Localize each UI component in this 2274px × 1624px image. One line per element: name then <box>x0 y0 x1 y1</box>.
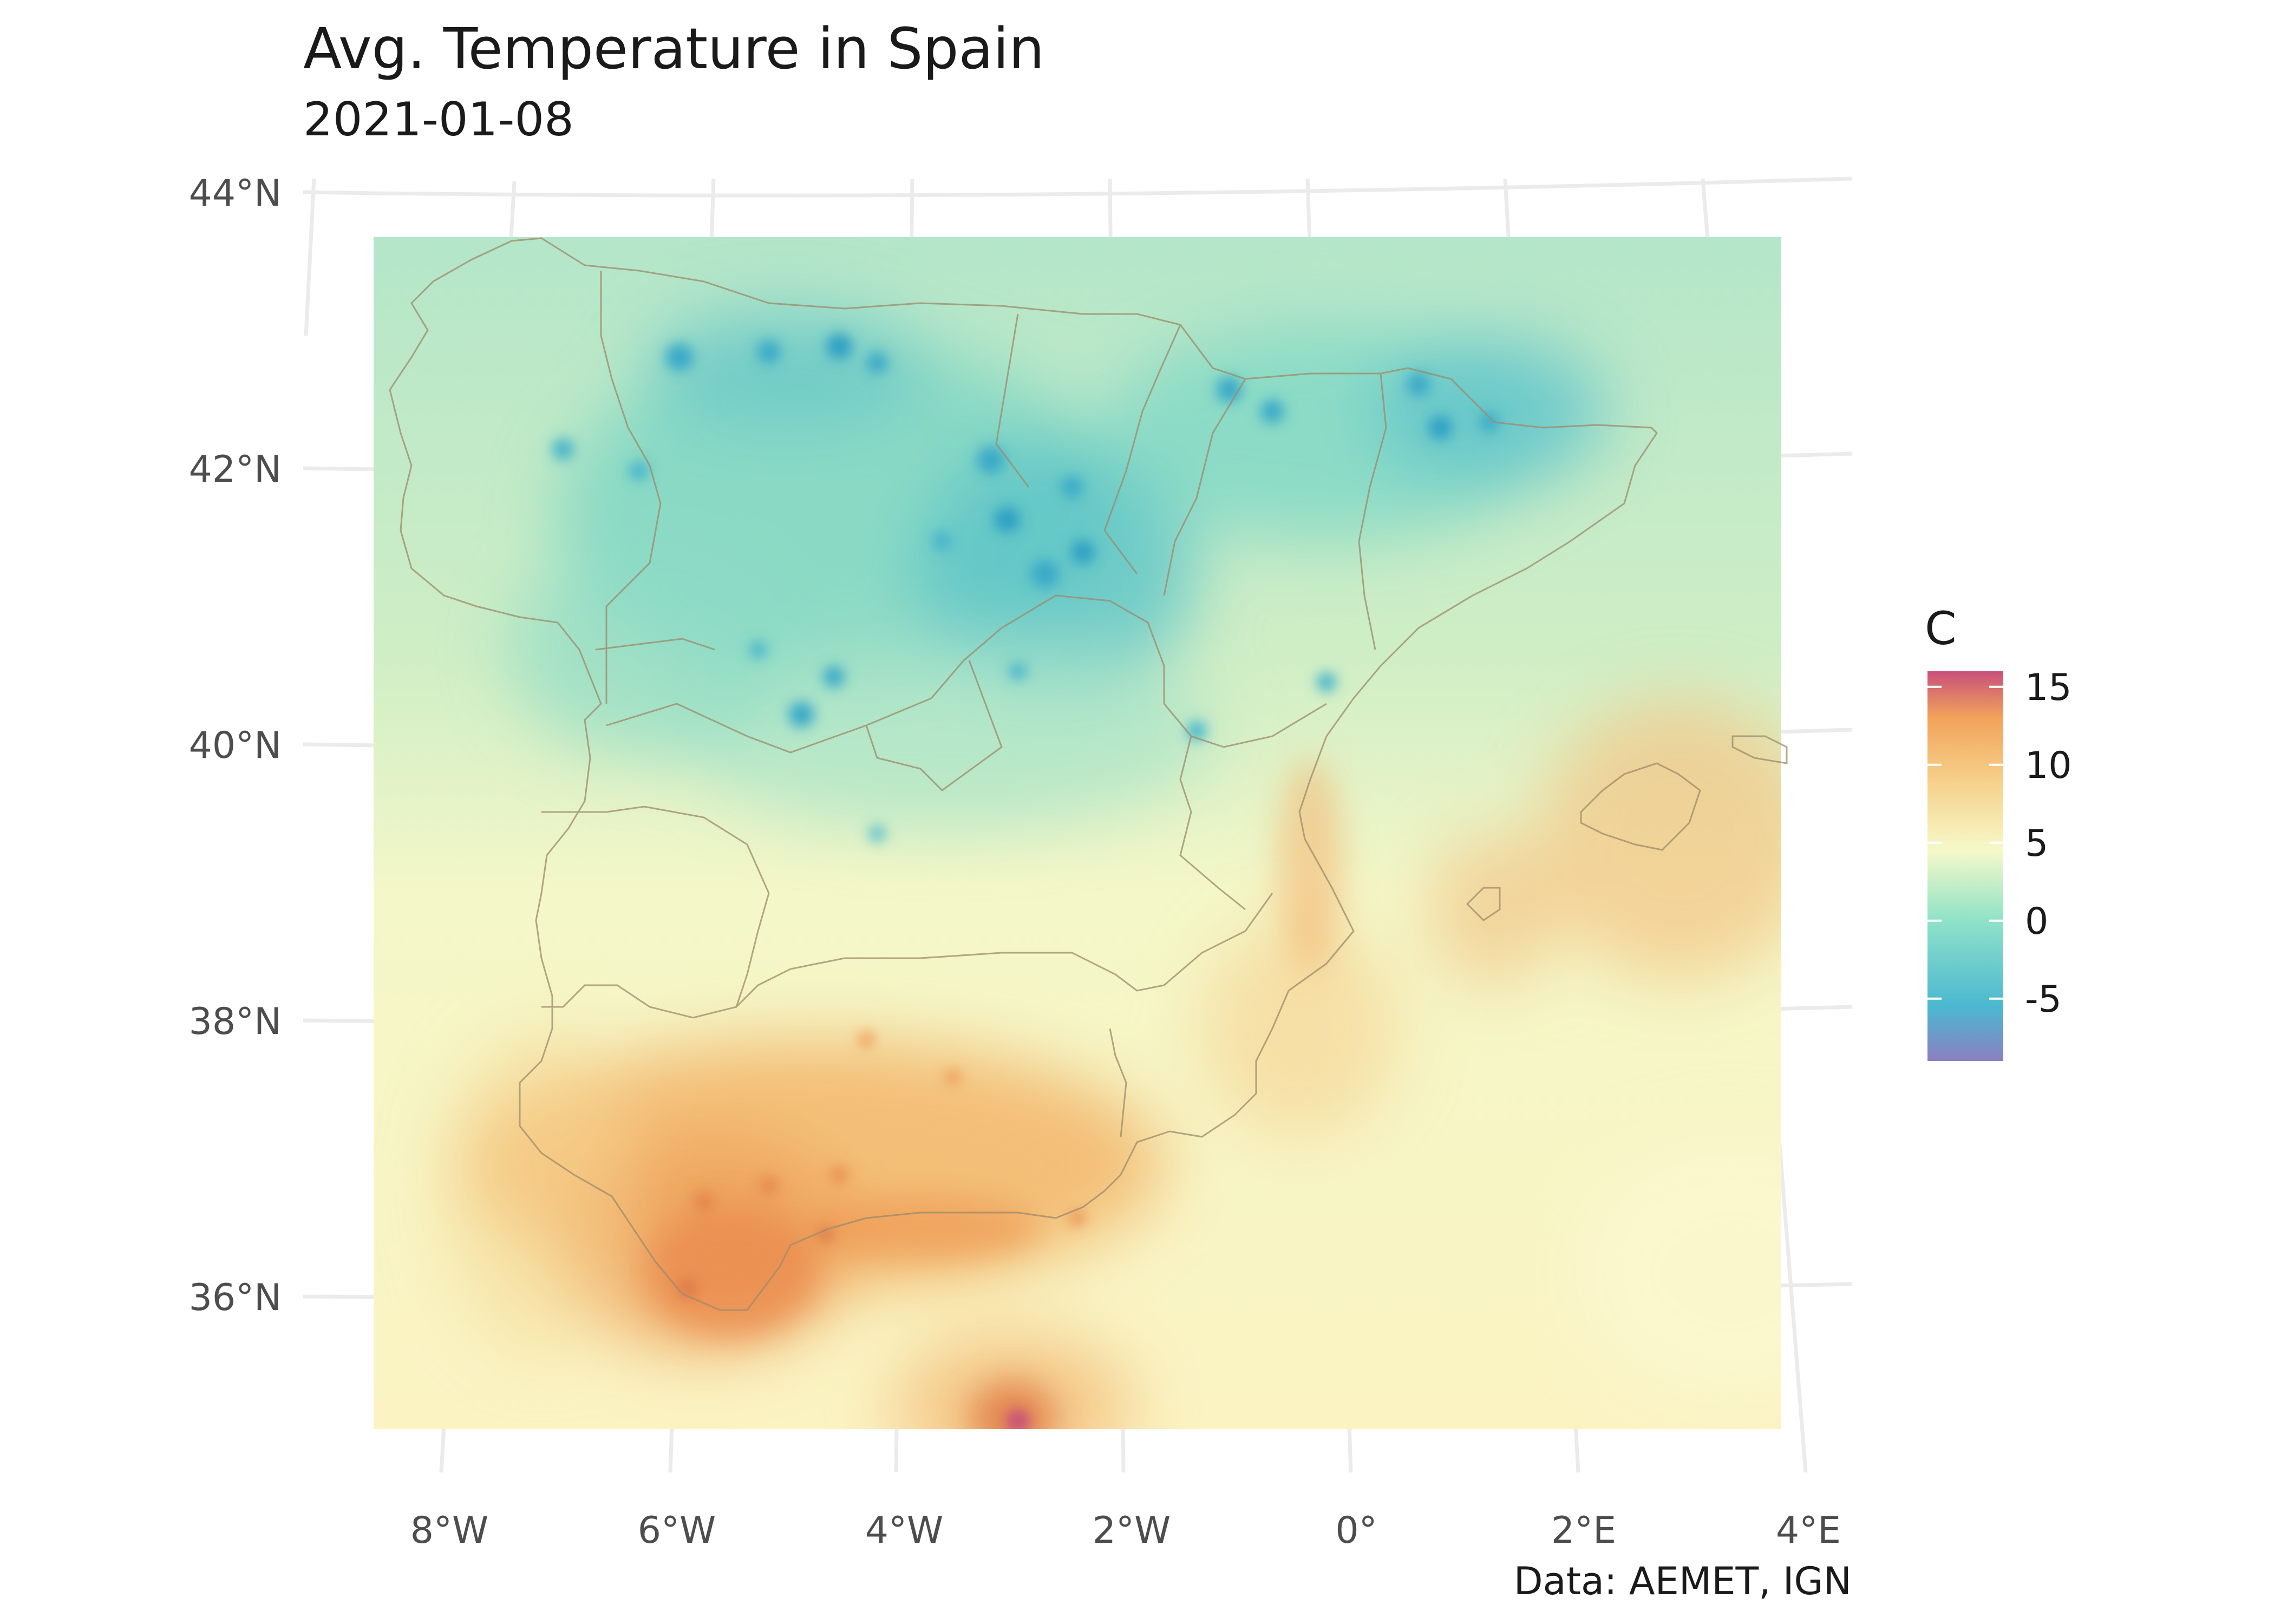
lon-label-2e: 2°E <box>1551 1509 1616 1552</box>
balearic-islands <box>1466 735 1788 921</box>
legend-title: C <box>1925 602 1957 655</box>
legend-tick-label: 5 <box>2025 822 2048 865</box>
temperature-raster <box>374 237 1781 1429</box>
longitude-axis: 8°W 6°W 4°W 2°W 0° 2°E 4°E <box>410 1509 1841 1552</box>
latitude-axis: 44°N 42°N 40°N 38°N 36°N <box>189 172 282 1319</box>
legend-tick-label: 0 <box>2025 900 2048 943</box>
legend-tick-label: 15 <box>2025 666 2072 709</box>
mallorca <box>1580 762 1701 851</box>
lat-label-36: 36°N <box>189 1276 282 1319</box>
lon-label-4w: 4°W <box>865 1509 944 1552</box>
lon-label-4e: 4°E <box>1776 1509 1841 1552</box>
ibiza <box>1466 887 1501 921</box>
lat-label-40: 40°N <box>189 724 282 767</box>
chart-title: Avg. Temperature in Spain <box>303 16 1045 82</box>
data-source-caption: Data: AEMET, IGN <box>1513 1559 1852 1603</box>
legend-tick-label: 10 <box>2025 744 2072 787</box>
legend-tick-label: -5 <box>2025 978 2062 1021</box>
lon-label-2w: 2°W <box>1093 1509 1171 1552</box>
lon-label-8w: 8°W <box>410 1509 489 1552</box>
coastline-and-regions <box>389 237 1658 1311</box>
lon-label-6w: 6°W <box>638 1509 716 1552</box>
legend-colorbar <box>1927 671 2003 1061</box>
lat-label-38: 38°N <box>189 1000 282 1043</box>
lat-label-44: 44°N <box>189 172 282 215</box>
color-legend: C 15 10 5 0 -5 <box>1925 602 2072 1061</box>
menorca <box>1731 735 1788 764</box>
lat-label-42: 42°N <box>189 448 282 491</box>
chart-subtitle: 2021-01-08 <box>303 93 574 147</box>
peninsula-coastline <box>389 237 1658 1311</box>
lon-label-0: 0° <box>1335 1509 1377 1552</box>
legend-ticks: 15 10 5 0 -5 <box>1927 666 2072 1021</box>
